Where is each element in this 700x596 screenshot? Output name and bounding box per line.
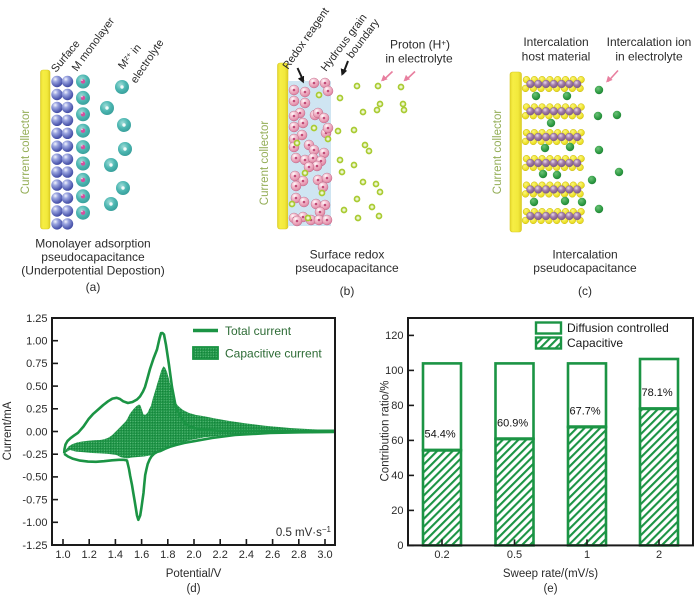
svg-text:0.2: 0.2 <box>434 549 449 561</box>
svg-text:1.25: 1.25 <box>26 313 47 325</box>
svg-text:-0.50: -0.50 <box>22 472 47 484</box>
svg-text:in electrolyte: in electrolyte <box>615 50 683 64</box>
svg-text:0.5: 0.5 <box>507 549 522 561</box>
svg-text:0.50: 0.50 <box>26 381 47 393</box>
svg-text:pseudocapacitance: pseudocapacitance <box>533 261 637 275</box>
svg-text:2.6: 2.6 <box>265 549 280 561</box>
svg-text:Potential/V: Potential/V <box>166 568 222 580</box>
svg-text:pseudocapacitance: pseudocapacitance <box>295 261 399 275</box>
svg-text:2.0: 2.0 <box>186 549 201 561</box>
svg-text:1.8: 1.8 <box>160 549 175 561</box>
svg-text:1.0: 1.0 <box>55 549 70 561</box>
svg-text:Intercalation: Intercalation <box>523 35 588 49</box>
svg-text:120: 120 <box>385 330 403 342</box>
svg-text:3.0: 3.0 <box>317 549 332 561</box>
svg-text:20: 20 <box>391 505 403 517</box>
svg-text:(e): (e) <box>543 583 557 595</box>
svg-text:54.4%: 54.4% <box>425 429 456 441</box>
svg-text:(c): (c) <box>578 284 592 298</box>
svg-text:(d): (d) <box>186 583 200 595</box>
svg-text:1.00: 1.00 <box>26 336 47 348</box>
svg-text:1: 1 <box>584 549 590 561</box>
svg-text:2.4: 2.4 <box>239 549 254 561</box>
svg-text:Total current: Total current <box>225 324 292 338</box>
svg-text:0.00: 0.00 <box>26 426 47 438</box>
svg-text:Intercalation ion: Intercalation ion <box>607 35 692 49</box>
svg-text:1.6: 1.6 <box>134 549 149 561</box>
svg-text:Diffusion controlled: Diffusion controlled <box>567 321 669 335</box>
svg-text:0.25: 0.25 <box>26 404 47 416</box>
svg-text:60: 60 <box>391 435 403 447</box>
svg-text:Current collector: Current collector <box>259 121 271 206</box>
svg-text:-1.25: -1.25 <box>22 540 47 552</box>
svg-text:in electrolyte: in electrolyte <box>385 52 453 66</box>
svg-text:(b): (b) <box>340 284 355 298</box>
svg-text:2: 2 <box>656 549 662 561</box>
svg-text:Proton (H+): Proton (H+) <box>390 38 450 52</box>
svg-text:Sweep rate/(mV/s): Sweep rate/(mV/s) <box>503 568 598 580</box>
svg-text:2.8: 2.8 <box>291 549 306 561</box>
svg-text:Capacitive: Capacitive <box>567 336 623 350</box>
svg-text:0.5 mV·s−1: 0.5 mV·s−1 <box>276 525 332 539</box>
svg-text:78.1%: 78.1% <box>642 387 673 399</box>
svg-text:Contribution ratio/%: Contribution ratio/% <box>380 381 392 482</box>
svg-text:40: 40 <box>391 470 403 482</box>
svg-text:0: 0 <box>397 540 403 552</box>
svg-text:80: 80 <box>391 400 403 412</box>
svg-text:Current/mA: Current/mA <box>2 401 14 460</box>
svg-text:Current collector: Current collector <box>20 110 32 195</box>
svg-text:2.2: 2.2 <box>213 549 228 561</box>
svg-text:1.2: 1.2 <box>82 549 97 561</box>
svg-text:Monolayer adsorption: Monolayer adsorption <box>35 237 150 251</box>
svg-text:Capacitive current: Capacitive current <box>225 347 322 361</box>
svg-text:Intercalation: Intercalation <box>552 248 617 262</box>
svg-text:-1.00: -1.00 <box>22 517 47 529</box>
svg-text:1.4: 1.4 <box>108 549 123 561</box>
svg-text:Current collector: Current collector <box>492 110 504 195</box>
svg-text:host material: host material <box>522 50 591 64</box>
svg-text:0.75: 0.75 <box>26 358 47 370</box>
svg-text:(a): (a) <box>86 280 101 294</box>
svg-text:pseudocapacitance: pseudocapacitance <box>41 250 145 264</box>
svg-text:-0.25: -0.25 <box>22 449 47 461</box>
svg-text:-0.75: -0.75 <box>22 494 47 506</box>
svg-text:60.9%: 60.9% <box>497 417 528 429</box>
svg-text:(Underpotential Depostion): (Underpotential Depostion) <box>21 264 164 278</box>
svg-text:67.7%: 67.7% <box>570 405 601 417</box>
svg-text:Surface redox: Surface redox <box>310 248 385 262</box>
svg-text:100: 100 <box>385 365 403 377</box>
